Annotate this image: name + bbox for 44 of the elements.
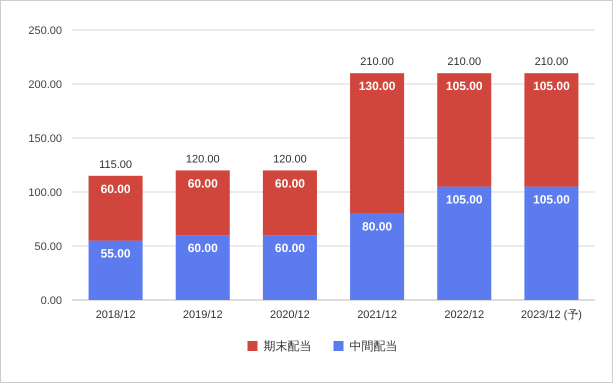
bar: [176, 170, 230, 236]
data-label: 105.00: [533, 192, 570, 207]
y-tick-label: 50.00: [34, 241, 62, 253]
y-tick-label: 0.00: [40, 295, 62, 307]
data-label: 60.00: [274, 241, 306, 256]
bar: [262, 170, 317, 236]
legend-label: 中間配当: [350, 339, 398, 353]
bar: [88, 176, 143, 241]
data-label: 55.00: [100, 246, 131, 261]
y-tick-label: 250.00: [28, 25, 62, 37]
x-tick-label: 2021/12: [357, 309, 397, 321]
x-tick-label: 2022/12: [444, 309, 484, 321]
bar: [437, 73, 492, 187]
y-tick-label: 200.00: [28, 79, 62, 91]
bar: [350, 214, 404, 300]
bar: [176, 235, 230, 300]
total-label: 210.00: [534, 56, 568, 68]
x-tick-label: 2018/12: [96, 309, 136, 321]
data-label: 60.00: [188, 176, 218, 190]
total-label: 115.00: [99, 158, 132, 171]
total-label: 210.00: [447, 56, 482, 68]
data-label: 130.00: [358, 79, 396, 94]
bar: [524, 186, 578, 300]
bar: [350, 73, 404, 214]
data-label: 105.00: [446, 192, 483, 207]
total-label: 210.00: [360, 56, 394, 68]
data-label: 60.00: [100, 182, 131, 196]
total-label: 120.00: [186, 153, 220, 166]
bar: [88, 240, 143, 300]
x-tick-label: 2019/12: [182, 309, 223, 321]
data-label: 105.00: [533, 79, 570, 94]
bar: [262, 235, 317, 300]
bar: [524, 73, 578, 187]
total-label: 120.00: [273, 153, 307, 166]
data-label: 60.00: [274, 176, 306, 190]
data-label: 80.00: [362, 220, 392, 234]
legend-label: 期末配当: [264, 339, 312, 353]
data-label: 105.00: [446, 79, 483, 94]
x-tick-label: 2023/12 (予): [520, 309, 582, 321]
data-label: 60.00: [188, 241, 218, 256]
x-tick-label: 2020/12: [270, 309, 310, 321]
bar: [437, 186, 492, 300]
y-tick-label: 100.00: [28, 187, 62, 199]
y-tick-label: 150.00: [28, 133, 62, 145]
